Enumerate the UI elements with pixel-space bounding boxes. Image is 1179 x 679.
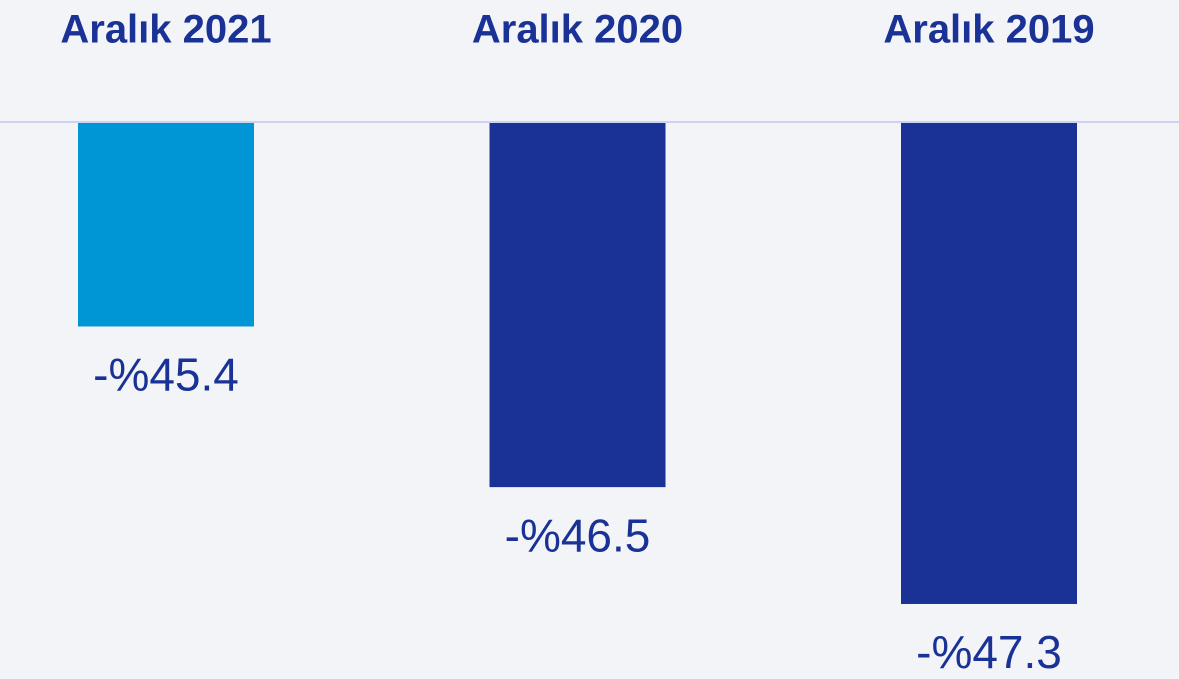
value-label: -%46.5 [505,509,651,561]
category-label: Aralık 2020 [472,8,683,52]
category-label: Aralık 2019 [883,8,1094,52]
bar [78,122,254,327]
value-label: -%45.4 [93,349,239,401]
bar [901,122,1077,604]
bar [489,122,666,488]
value-label: -%47.3 [916,626,1062,678]
category-label: Aralık 2021 [60,8,271,52]
